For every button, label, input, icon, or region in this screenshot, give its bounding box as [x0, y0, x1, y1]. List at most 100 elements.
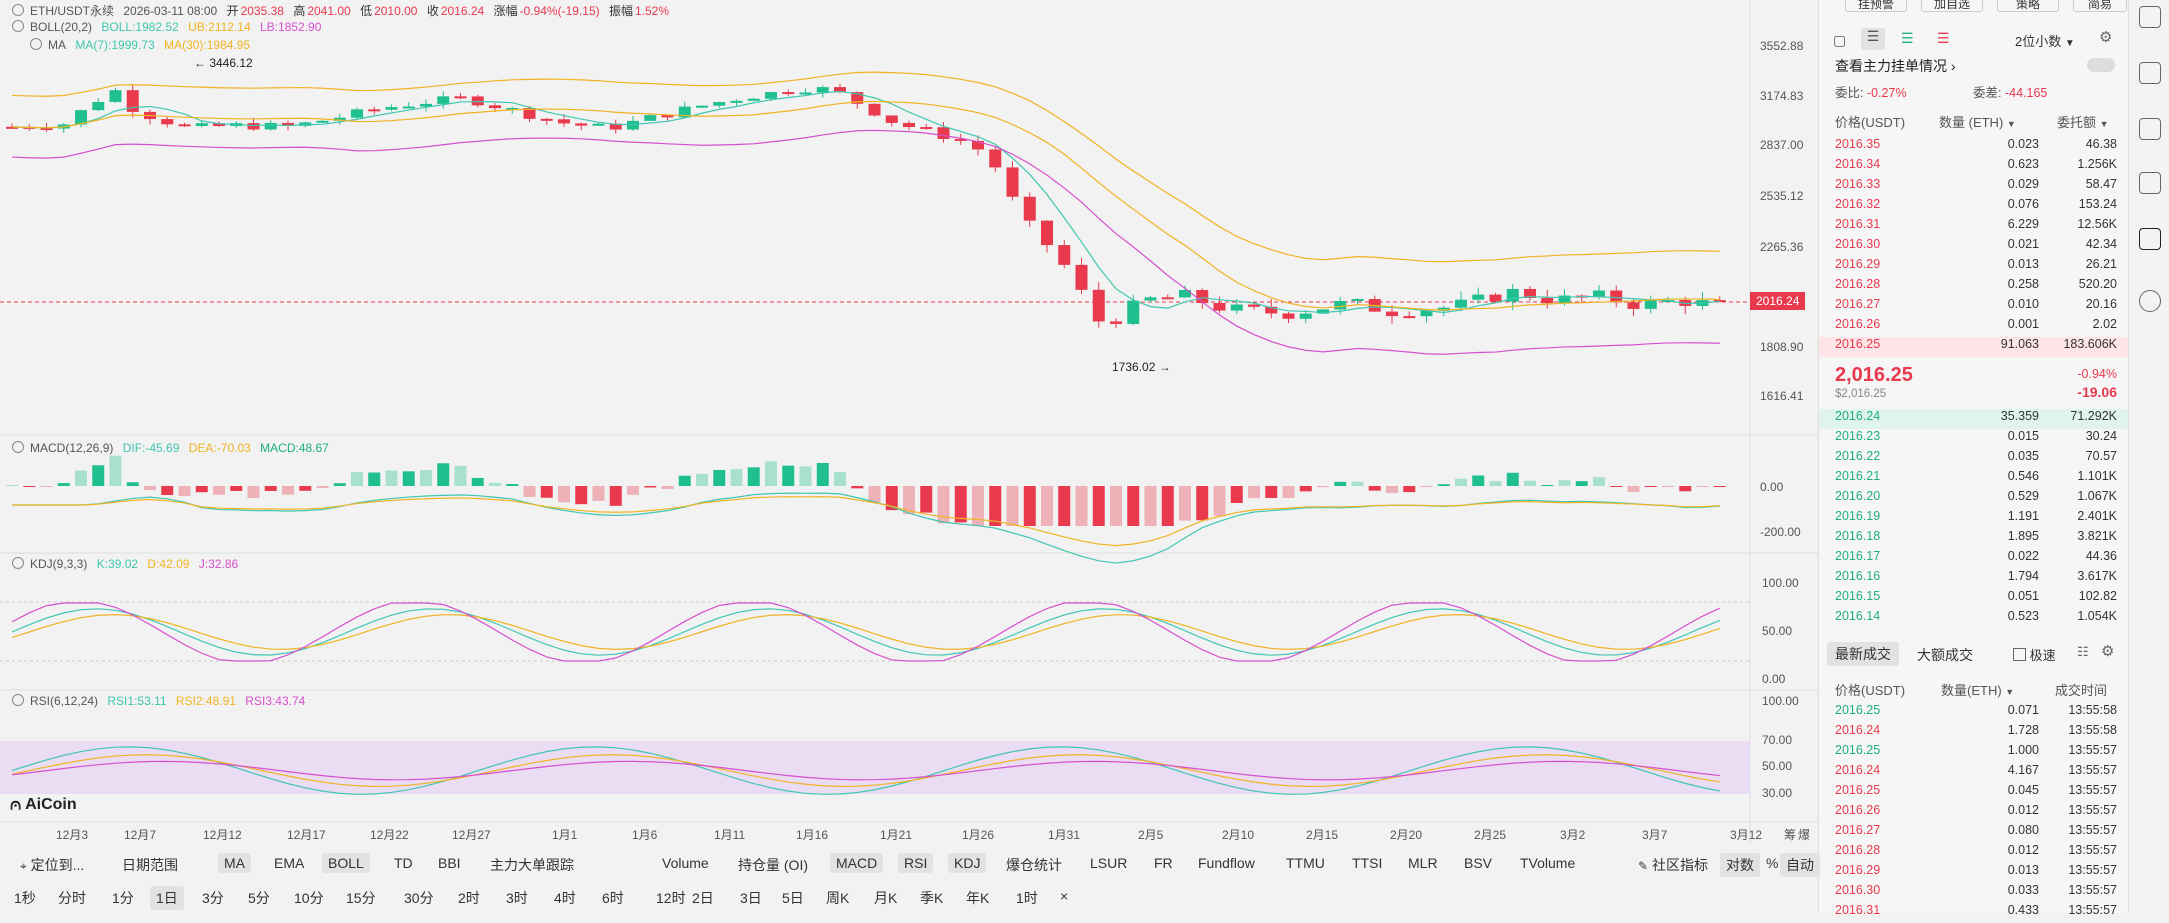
- sub-mlr[interactable]: MLR: [1408, 855, 1438, 871]
- view-bids-icon[interactable]: ☰: [1901, 30, 1914, 46]
- view-asks-icon[interactable]: ☰: [1937, 30, 1950, 46]
- eye-icon[interactable]: [12, 20, 24, 32]
- ask-row[interactable]: 2016.35 0.023 46.38: [1819, 137, 2119, 157]
- alert-button[interactable]: 挂预警: [1845, 0, 1907, 12]
- bid-row[interactable]: 2016.23 0.015 30.24: [1819, 429, 2119, 449]
- interval-13[interactable]: 12时: [656, 890, 686, 906]
- interval-10[interactable]: 3时: [506, 890, 528, 906]
- indicator-ema[interactable]: EMA: [274, 855, 305, 871]
- sub-volume[interactable]: Volume: [662, 855, 709, 871]
- robot-icon[interactable]: [2139, 228, 2161, 250]
- tab-latest-trades[interactable]: 最新成交: [1827, 642, 1899, 666]
- interval-19[interactable]: 季K: [920, 890, 944, 906]
- interval-3[interactable]: 1日: [150, 886, 184, 910]
- community-indicators-button[interactable]: ✎ 社区指标: [1632, 853, 1714, 877]
- card-icon[interactable]: [2139, 172, 2161, 194]
- filter-icon[interactable]: ☷: [2077, 644, 2089, 659]
- ask-row[interactable]: 2016.26 0.001 2.02: [1819, 317, 2119, 337]
- interval-12[interactable]: 6时: [602, 890, 624, 906]
- interval-8[interactable]: 30分: [404, 890, 434, 906]
- main-orders-link[interactable]: 查看主力挂单情况 ›: [1835, 56, 1956, 76]
- gear-icon[interactable]: ⚙: [2099, 29, 2113, 46]
- indicator-td[interactable]: TD: [394, 855, 413, 871]
- interval-18[interactable]: 月K: [874, 890, 898, 906]
- eye-icon[interactable]: [30, 38, 42, 50]
- favorite-button[interactable]: 加自选: [1921, 0, 1983, 12]
- bid-row[interactable]: 2016.14 0.523 1.054K: [1819, 609, 2119, 629]
- ask-row[interactable]: 2016.25 91.063 183.606K: [1819, 337, 2129, 357]
- view-all-icon[interactable]: ▢: [1833, 32, 1847, 48]
- col-qty-header[interactable]: 数量 (ETH) ▼: [1939, 112, 2016, 131]
- eye-icon[interactable]: [12, 4, 24, 16]
- sub-oi[interactable]: 持仓量 (OI): [738, 857, 808, 873]
- ask-row[interactable]: 2016.32 0.076 153.24: [1819, 197, 2119, 217]
- bid-row[interactable]: 2016.22 0.035 70.57: [1819, 449, 2119, 469]
- bid-row[interactable]: 2016.19 1.191 2.401K: [1819, 509, 2119, 529]
- bid-row[interactable]: 2016.18 1.895 3.821K: [1819, 529, 2119, 549]
- trades-col-qty[interactable]: 数量(ETH) ▼: [1941, 680, 2014, 699]
- interval-5[interactable]: 5分: [248, 890, 270, 906]
- interval-1[interactable]: 分时: [58, 890, 86, 906]
- sub-tvolume[interactable]: TVolume: [1520, 855, 1576, 871]
- sub-kdj[interactable]: KDJ: [948, 853, 987, 873]
- ask-row[interactable]: 2016.31 6.229 12.56K: [1819, 217, 2119, 237]
- kline-chart-canvas[interactable]: 3552.88 3174.83 2837.00 2535.12 2265.36 1808.…: [0, 0, 1818, 843]
- indicator-bbi[interactable]: BBI: [438, 855, 461, 871]
- bid-row[interactable]: 2016.15 0.051 102.82: [1819, 589, 2119, 609]
- sub-rsi[interactable]: RSI: [898, 853, 934, 873]
- interval-20[interactable]: 年K: [966, 890, 990, 906]
- interval-0[interactable]: 1秒: [14, 890, 36, 906]
- sub-liquidation[interactable]: 爆仓统计: [1006, 857, 1062, 873]
- simple-button[interactable]: 简易: [2073, 0, 2127, 12]
- indicator-boll[interactable]: BOLL: [322, 853, 370, 873]
- ask-row[interactable]: 2016.30 0.021 42.34: [1819, 237, 2119, 257]
- strategy-button[interactable]: 策略: [1997, 0, 2059, 12]
- line-chart-icon[interactable]: [2139, 62, 2161, 84]
- col-total-header[interactable]: 委托额 ▼: [2057, 112, 2109, 131]
- auto-scale-toggle[interactable]: 自动: [1780, 853, 1820, 877]
- sub-bsv[interactable]: BSV: [1464, 855, 1493, 871]
- interval-6[interactable]: 10分: [294, 890, 324, 906]
- ask-row[interactable]: 2016.29 0.013 26.21: [1819, 257, 2119, 277]
- interval-4[interactable]: 3分: [202, 890, 224, 906]
- eye-icon[interactable]: [12, 441, 24, 453]
- interval-7[interactable]: 15分: [346, 890, 376, 906]
- bid-row[interactable]: 2016.20 0.529 1.067K: [1819, 489, 2119, 509]
- ask-row[interactable]: 2016.33 0.029 58.47: [1819, 177, 2119, 197]
- locate-button[interactable]: ⌖ 定位到...: [14, 853, 90, 877]
- copyright-icon[interactable]: [2139, 290, 2161, 312]
- sub-fundflow[interactable]: Fundflow: [1198, 855, 1255, 871]
- chart-area[interactable]: 3552.88 3174.83 2837.00 2535.12 2265.36 1808.…: [0, 0, 1818, 843]
- close-icon[interactable]: ×: [1060, 888, 1069, 904]
- percent-scale-toggle[interactable]: %: [1766, 855, 1779, 871]
- log-scale-toggle[interactable]: 对数: [1720, 853, 1760, 877]
- interval-14[interactable]: 2日: [692, 890, 714, 906]
- interval-16[interactable]: 5日: [782, 890, 804, 906]
- gear-icon[interactable]: ⚙: [2101, 643, 2115, 660]
- eye-icon[interactable]: [12, 694, 24, 706]
- ask-row[interactable]: 2016.34 0.623 1.256K: [1819, 157, 2119, 177]
- bid-row[interactable]: 2016.24 35.359 71.292K: [1819, 409, 2129, 429]
- bid-row[interactable]: 2016.21 0.546 1.101K: [1819, 469, 2119, 489]
- indicator-ma[interactable]: MA: [218, 853, 251, 873]
- view-both-icon[interactable]: ☰: [1861, 28, 1885, 50]
- precision-select[interactable]: 2位小数 ▼: [2015, 31, 2075, 50]
- date-range-button[interactable]: 日期范围: [122, 857, 178, 873]
- tab-large-trades[interactable]: 大额成交: [1917, 647, 1973, 663]
- sub-macd[interactable]: MACD: [830, 853, 884, 873]
- eye-icon[interactable]: [12, 557, 24, 569]
- sub-ttmu[interactable]: TTMU: [1286, 855, 1325, 871]
- monitor-icon[interactable]: [2139, 118, 2161, 140]
- interval-17[interactable]: 周K: [826, 890, 850, 906]
- ask-row[interactable]: 2016.28 0.258 520.20: [1819, 277, 2119, 297]
- interval-15[interactable]: 3日: [740, 890, 762, 906]
- main-orders-toggle[interactable]: [2087, 58, 2115, 72]
- sub-lsur[interactable]: LSUR: [1090, 855, 1128, 871]
- dollar-icon[interactable]: [2139, 6, 2161, 28]
- sub-ttsi[interactable]: TTSI: [1352, 855, 1383, 871]
- interval-2[interactable]: 1分: [112, 890, 134, 906]
- indicator-main-orders[interactable]: 主力大单跟踪: [490, 857, 574, 873]
- interval-11[interactable]: 4时: [554, 890, 576, 906]
- ask-row[interactable]: 2016.27 0.010 20.16: [1819, 297, 2119, 317]
- interval-21[interactable]: 1时: [1016, 890, 1038, 906]
